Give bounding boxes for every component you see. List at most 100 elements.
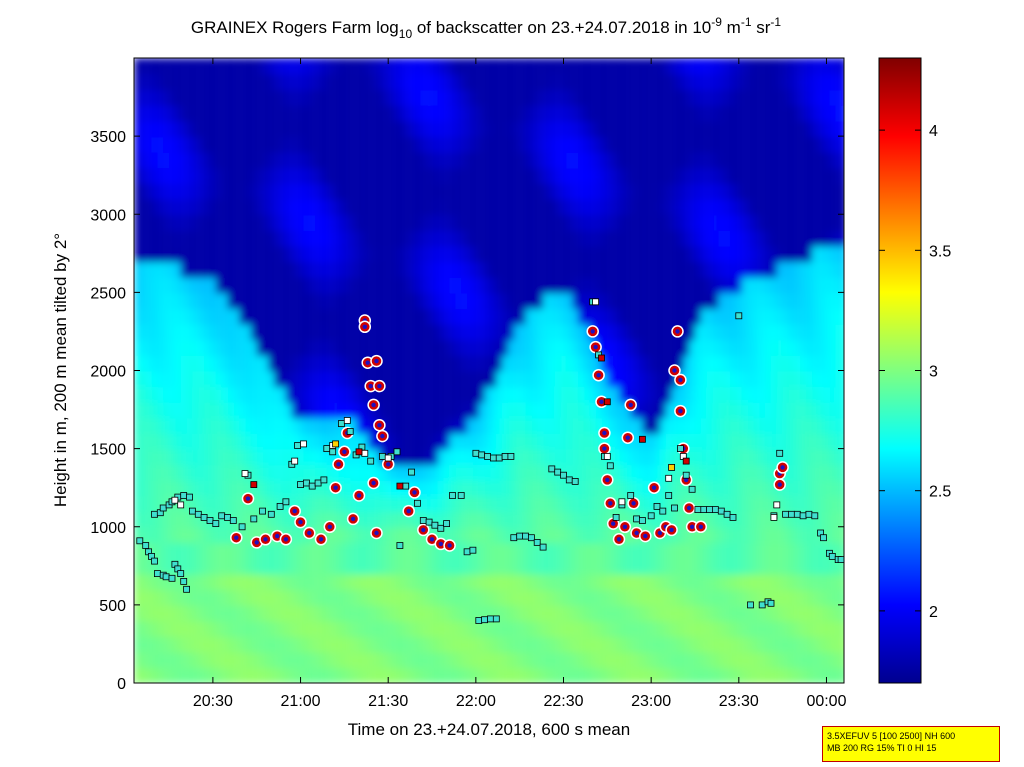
heatmap-cell — [361, 261, 368, 278]
heatmap-cell — [665, 604, 672, 622]
heatmap-cell — [210, 198, 216, 216]
heatmap-cell — [718, 448, 725, 466]
heatmap-cell — [455, 417, 462, 434]
heatmap-cell — [134, 651, 140, 669]
heatmap-cell — [414, 604, 421, 622]
heatmap-cell — [589, 198, 596, 216]
heatmap-cell — [630, 636, 637, 653]
heatmap-cell — [169, 120, 176, 138]
heatmap-cell — [519, 354, 526, 372]
heatmap-cell — [624, 558, 631, 575]
heatmap-cell — [139, 495, 146, 513]
heatmap-cell — [806, 558, 812, 575]
heatmap-cell — [712, 58, 719, 75]
heatmap-cell — [683, 136, 690, 153]
heatmap-cell — [321, 276, 327, 294]
heatmap-cell — [151, 120, 158, 138]
heatmap-cell — [771, 401, 777, 419]
heatmap-cell — [525, 308, 532, 325]
heatmap-cell — [624, 479, 631, 497]
heatmap-cell — [782, 323, 789, 341]
heatmap-cell — [800, 120, 807, 138]
heatmap-cell — [420, 573, 427, 591]
heatmap-cell — [437, 667, 444, 683]
heatmap-cell — [455, 620, 462, 638]
heatmap-cell — [180, 479, 187, 497]
heatmap-cell — [765, 433, 772, 450]
heatmap-cell — [554, 323, 561, 341]
heatmap-cell — [414, 89, 421, 106]
heatmap-cell — [765, 401, 772, 419]
heatmap-cell — [759, 542, 766, 559]
heatmap-cell — [478, 120, 485, 138]
heatmap-cell — [671, 511, 678, 528]
data-point-circle-core — [643, 533, 648, 539]
heatmap-cell — [280, 479, 287, 497]
heatmap-cell — [642, 573, 649, 591]
heatmap-cell — [624, 589, 631, 606]
heatmap-cell — [321, 120, 327, 138]
heatmap-cell — [303, 183, 310, 200]
heatmap-cell — [309, 73, 316, 91]
heatmap-cell — [169, 58, 176, 75]
heatmap-cell — [554, 229, 561, 247]
heatmap-cell — [367, 370, 374, 388]
heatmap-cell — [700, 589, 707, 606]
heatmap-cell — [636, 136, 643, 153]
heatmap-cell — [642, 339, 649, 356]
heatmap-cell — [344, 573, 351, 591]
heatmap-cell — [210, 245, 216, 263]
heatmap-cell — [356, 120, 363, 138]
heatmap-cell — [584, 386, 590, 403]
heatmap-cell — [496, 198, 503, 216]
heatmap-cell — [741, 276, 748, 294]
heatmap-cell — [548, 354, 555, 372]
heatmap-cell — [496, 58, 503, 75]
heatmap-cell — [291, 214, 298, 231]
heatmap-cell — [765, 151, 772, 169]
heatmap-cell — [572, 183, 579, 200]
heatmap-cell — [659, 151, 666, 169]
heatmap-cell — [344, 464, 351, 481]
heatmap-cell — [192, 58, 199, 75]
heatmap-cell — [285, 386, 292, 403]
heatmap-cell — [174, 339, 181, 356]
heatmap-cell — [145, 339, 152, 356]
heatmap-cell — [689, 292, 696, 309]
heatmap-cell — [472, 198, 479, 216]
heatmap-cell — [256, 245, 263, 263]
heatmap-cell — [648, 448, 655, 466]
heatmap-cell — [519, 370, 526, 388]
heatmap-cell — [303, 636, 310, 653]
heatmap-cell — [513, 308, 520, 325]
heatmap-cell — [285, 339, 292, 356]
heatmap-cell — [180, 620, 187, 638]
heatmap-cell — [227, 573, 234, 591]
heatmap-cell — [443, 151, 450, 169]
heatmap-cell — [174, 479, 181, 497]
heatmap-cell — [519, 542, 526, 559]
heatmap-cell — [227, 214, 234, 231]
heatmap-cell — [215, 479, 222, 497]
heatmap-cell — [502, 604, 509, 622]
heatmap-cell — [718, 167, 725, 184]
heatmap-cell — [274, 651, 281, 669]
heatmap-cell — [239, 667, 246, 683]
heatmap-cell — [794, 573, 801, 591]
heatmap-cell — [502, 495, 509, 513]
heatmap-cell — [285, 308, 292, 325]
heatmap-cell — [613, 386, 620, 403]
heatmap-cell — [391, 604, 398, 622]
heatmap-cell — [169, 511, 176, 528]
heatmap-cell — [484, 214, 491, 231]
heatmap-cell — [338, 667, 345, 683]
heatmap-cells — [134, 58, 844, 683]
heatmap-cell — [385, 261, 392, 278]
heatmap-cell — [560, 354, 567, 372]
heatmap-cell — [566, 276, 573, 294]
heatmap-cell — [309, 276, 316, 294]
heatmap-cell — [607, 573, 614, 591]
heatmap-cell — [239, 183, 246, 200]
heatmap-cell — [712, 104, 719, 122]
heatmap-cell — [467, 401, 474, 419]
